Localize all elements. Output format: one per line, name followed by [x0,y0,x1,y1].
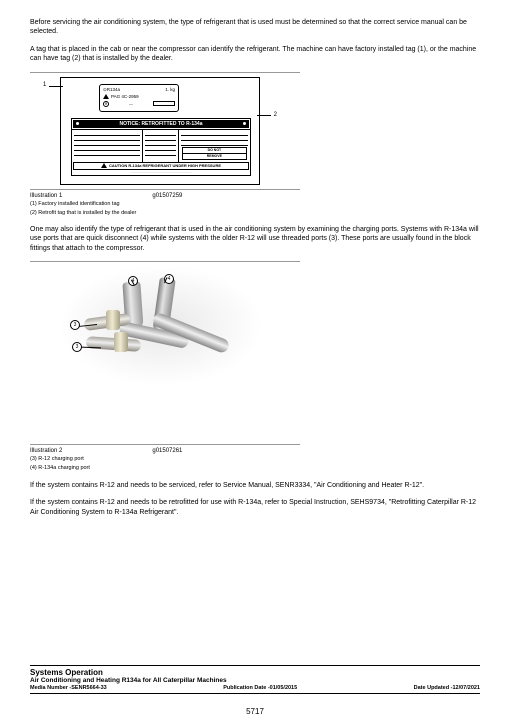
blank-box [153,101,175,106]
leader-line [257,115,271,116]
pag-label: PAG 4C-2959 [111,94,139,99]
footer-rule [30,665,480,666]
weight-label: 1. kg [165,87,175,93]
date-updated: Date Updated -12/07/2021 [414,685,480,691]
divider [30,72,300,73]
caption-line: (3) R-12 charging port [30,456,480,463]
page-number: 5717 [0,707,510,716]
refrigerant-label: ⊙R134a [103,87,120,93]
intro-para-1: Before servicing the air conditioning sy… [30,18,480,37]
publication-date: Publication Date -01/05/2015 [223,685,297,691]
body-para-3: One may also identify the type of refrig… [30,225,480,253]
divider [30,189,300,190]
fittings-photo: 4 4 3 3 [56,268,266,388]
callout-2: 2 [274,112,277,118]
notice-band: NOTICE: RETROFITTED TO R-134a [73,120,249,128]
footer-rule [30,693,480,694]
leader-line [49,86,63,87]
rivet-icon [76,122,79,125]
intro-para-2: A tag that is placed in the cab or near … [30,45,480,64]
remove-label: REMOVE [182,154,247,160]
illustration-label: Illustration 1 [30,193,62,199]
factory-tag: ⊙R134a 1. kg PAG 4C-2959 ✕ — [99,84,179,112]
no-icon: ✕ [103,101,109,107]
do-not-label: DO NOT [182,147,247,154]
illustration-label: Illustration 2 [30,448,62,454]
body-para-5: If the system contains R-12 and needs to… [30,498,480,517]
tag-diagram: 1 2 ⊙R134a 1. kg PAG 4C-2959 ✕ — NOTICE: [60,77,260,185]
notice-text: NOTICE: RETROFITTED TO R-134a [120,121,203,127]
divider [30,261,300,262]
warning-triangle-icon [101,163,107,168]
rivet-icon [243,122,246,125]
body-para-4: If the system contains R-12 and needs to… [30,481,480,490]
fine-print: ········································… [72,170,250,174]
illustration-1: 1 2 ⊙R134a 1. kg PAG 4C-2959 ✕ — NOTICE: [30,77,480,185]
media-number: Media Number -SENR5664-33 [30,685,107,691]
callout-3: 3 [72,342,82,352]
page-footer: Systems Operation Air Conditioning and H… [30,665,480,694]
caution-text: CAUTION R-134a REFRIGERANT UNDER HIGH PR… [109,163,221,168]
divider [30,444,300,445]
fitting-nut [114,332,128,352]
illustration-id: g01507261 [152,448,182,454]
spec-table: DO NOT REMOVE [72,129,250,162]
footer-title: Systems Operation [30,668,480,677]
retrofit-tag: NOTICE: RETROFITTED TO R-134a DO NOT REM… [71,118,251,176]
callout-1: 1 [43,82,46,88]
dash: — [129,101,133,107]
caution-band: CAUTION R-134a REFRIGERANT UNDER HIGH PR… [73,162,249,170]
caption-line: (1) Factory installed identification tag [30,201,480,208]
caption-line: (2) Retrofit tag that is installed by th… [30,210,480,217]
fitting-nut [106,310,120,330]
warning-triangle-icon [103,94,109,99]
illustration-id: g01507259 [152,193,182,199]
caption-line: (4) R-134a charging port [30,465,480,472]
illustration-2: 4 4 3 3 [30,268,480,388]
footer-subtitle: Air Conditioning and Heating R134a for A… [30,677,480,684]
